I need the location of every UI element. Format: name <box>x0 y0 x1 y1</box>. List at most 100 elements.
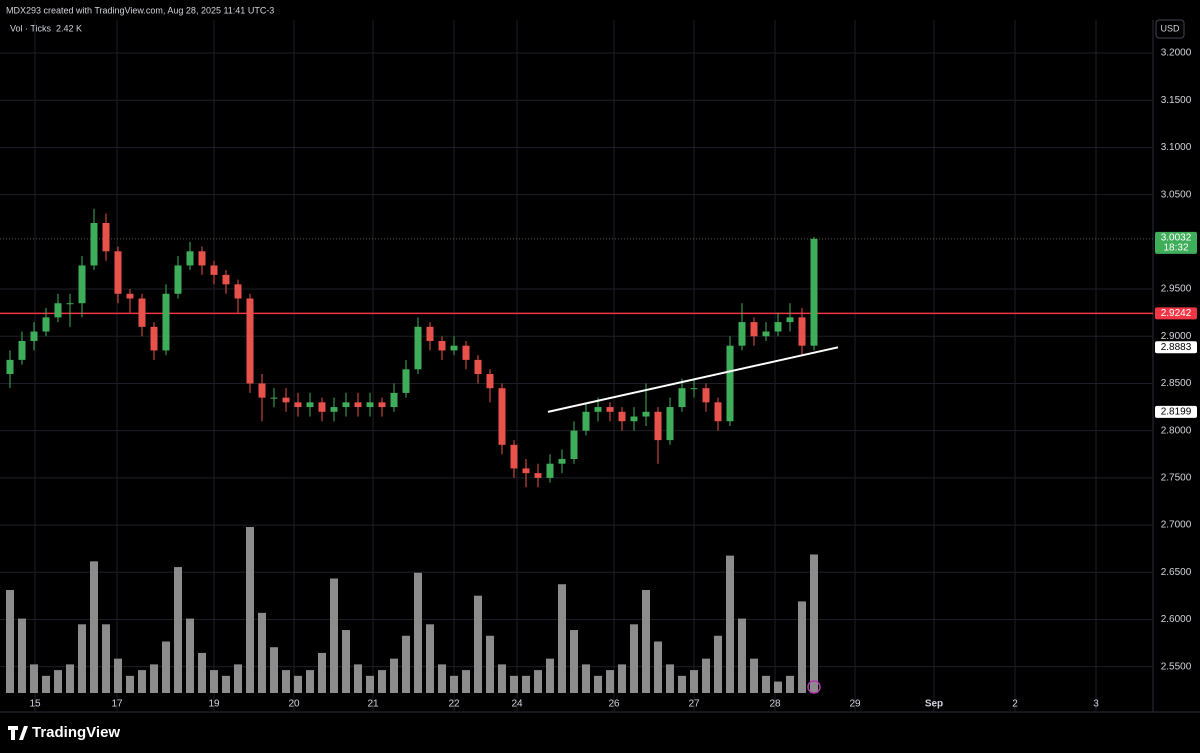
y-tick-label: 3.0500 <box>1161 189 1192 200</box>
candle-body <box>354 402 362 408</box>
candle-body <box>630 416 638 422</box>
candle-body <box>582 411 590 431</box>
volume-bar <box>66 664 74 693</box>
candle-body <box>438 340 446 351</box>
replay-icon[interactable] <box>807 680 821 694</box>
candle-body <box>750 322 758 337</box>
x-tick-label: 21 <box>367 699 379 710</box>
logo-text: TradingView <box>32 724 120 741</box>
x-tick-label: 28 <box>769 699 781 710</box>
volume-bar <box>138 670 146 693</box>
last-price-label: 3.0032 <box>1161 232 1192 243</box>
candle-body <box>762 331 770 337</box>
volume-bar <box>282 670 290 693</box>
volume-bar <box>462 670 470 693</box>
volume-bar <box>150 664 158 693</box>
candle-body <box>294 402 302 408</box>
volume-bar <box>330 578 338 693</box>
volume-legend: Vol · Ticks <box>10 23 52 33</box>
candle-body <box>114 251 122 294</box>
candle-body <box>594 407 602 412</box>
candle-body <box>78 265 86 304</box>
candle-body <box>198 251 206 266</box>
volume-bar <box>714 635 722 693</box>
volume-bar <box>594 675 602 693</box>
candle-body <box>66 303 74 305</box>
volume-bar <box>222 675 230 693</box>
volume-bar <box>42 675 50 693</box>
header: MDX293 created with TradingView.com, Aug… <box>6 5 274 15</box>
volume-bar <box>198 652 206 693</box>
x-tick-label: 24 <box>511 699 523 710</box>
volume-bar <box>522 675 530 693</box>
trendline-end-label: 2.8883 <box>1161 342 1192 353</box>
volume-bar <box>126 675 134 693</box>
volume-bar <box>30 664 38 693</box>
volume-bar <box>606 670 614 693</box>
candle-body <box>270 397 278 399</box>
volume-bar <box>186 618 194 693</box>
volume-bar <box>438 664 446 693</box>
x-tick-label: 17 <box>111 699 123 710</box>
candle-body <box>390 392 398 408</box>
trendline <box>547 346 839 413</box>
x-tick-label: 27 <box>688 699 700 710</box>
x-tick-label: 20 <box>288 699 300 710</box>
volume-bar <box>114 658 122 693</box>
volume-bar <box>258 612 266 693</box>
candle-body <box>186 251 194 266</box>
candle-body <box>366 402 374 408</box>
candle-body <box>318 402 326 412</box>
candle-body <box>246 298 254 384</box>
volume-bar <box>102 624 110 693</box>
x-tick-label: 15 <box>29 699 41 710</box>
currency-box[interactable] <box>1155 19 1185 39</box>
candle-body <box>138 298 146 327</box>
candle-body <box>30 331 38 341</box>
volume-bar <box>510 675 518 693</box>
candle-body <box>342 402 350 408</box>
volume-bar <box>534 670 542 693</box>
x-tick-label: 26 <box>608 699 620 710</box>
volume-bar <box>294 675 302 693</box>
y-tick-label: 3.1500 <box>1161 95 1192 106</box>
volume-bar <box>798 601 806 693</box>
candle-body <box>462 345 470 360</box>
candle-body <box>774 322 782 332</box>
volume-bar <box>390 658 398 693</box>
volume-bar <box>450 675 458 693</box>
candle-body <box>258 383 266 398</box>
x-tick-label: Sep <box>925 699 943 710</box>
candle-body <box>414 326 422 370</box>
volume-bar <box>90 561 98 693</box>
horizontal-line-label: 2.9242 <box>1161 308 1192 319</box>
trendline-start-label-box <box>1155 405 1197 418</box>
y-tick-label: 2.5500 <box>1161 661 1192 672</box>
candle-body <box>498 388 506 445</box>
volume-bar <box>666 664 674 693</box>
y-tick-label: 2.9500 <box>1161 284 1192 295</box>
volume-bar <box>654 641 662 693</box>
volume-bar <box>414 572 422 693</box>
volume-bar <box>342 630 350 693</box>
candle-body <box>450 345 458 351</box>
candle-body <box>282 397 290 403</box>
last-price-label-box <box>1155 231 1197 254</box>
volume-bar <box>426 624 434 693</box>
candle-body <box>330 407 338 412</box>
candle-body <box>522 468 530 474</box>
candle-body <box>666 407 674 441</box>
volume-bar <box>18 618 26 693</box>
candle-body <box>702 388 710 403</box>
volume-bar <box>210 670 218 693</box>
volume-bar <box>162 641 170 693</box>
volume-bar <box>174 567 182 693</box>
candle-body <box>618 411 626 422</box>
y-tick-label: 2.7000 <box>1161 520 1192 531</box>
logo[interactable]: TradingView <box>8 724 120 741</box>
candle-body <box>738 322 746 346</box>
countdown: 18:32 <box>1163 242 1188 253</box>
candle-body <box>654 411 662 441</box>
y-tick-label: 2.8000 <box>1161 425 1192 436</box>
